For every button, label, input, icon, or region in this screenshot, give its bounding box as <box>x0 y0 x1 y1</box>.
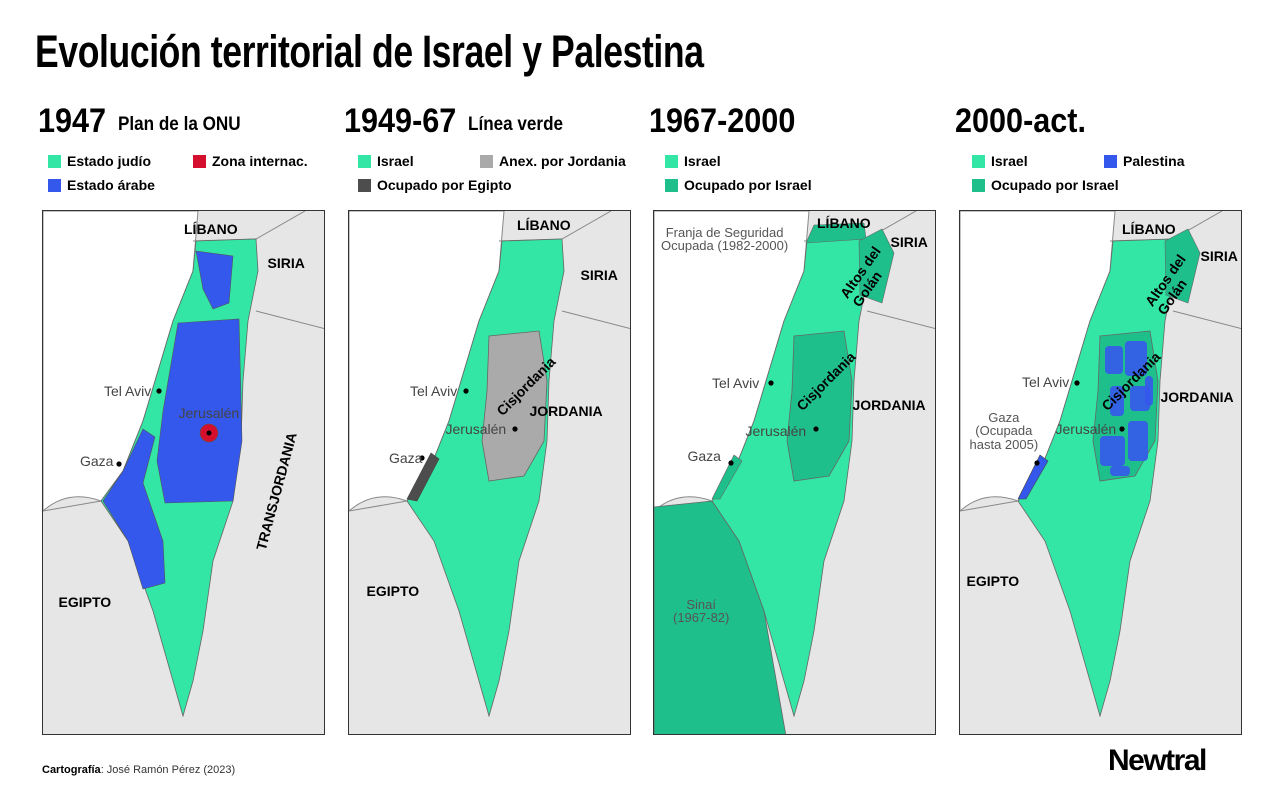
map-label: Sinaí (1967-82) <box>673 596 730 626</box>
legend-item: Palestina <box>1104 153 1184 169</box>
map-label: SIRIA <box>1200 247 1238 264</box>
map-label: SIRIA <box>580 266 618 283</box>
map-label: Jerusalén <box>745 422 807 439</box>
legend-item: Ocupado por Israel <box>972 177 1119 193</box>
map-label: Tel Aviv <box>712 374 760 391</box>
legend-item: Ocupado por Israel <box>665 177 812 193</box>
map: LÍBANO SIRIA Tel Aviv Jerusalén Gaza TRANSJOR… <box>42 210 325 735</box>
legend-swatch <box>48 154 61 168</box>
legend-label: Palestina <box>1123 153 1185 169</box>
map-label: EGIPTO <box>366 582 420 599</box>
map-label: Gaza (Ocupada hasta 2005) <box>969 409 1039 452</box>
map: LÍBANO SIRIA Altos del Golán Tel Aviv Gaza (… <box>959 210 1242 735</box>
legend-label: Israel <box>377 153 414 169</box>
panel-subtitle: Plan de la ONU <box>118 114 241 135</box>
map-label: LÍBANO <box>817 214 871 231</box>
legend-swatch <box>358 178 371 192</box>
legend-swatch <box>972 178 985 192</box>
legend-item: Estado árabe <box>48 177 155 193</box>
legend-swatch <box>193 154 206 168</box>
map-label: JORDANIA <box>1160 388 1234 405</box>
map-label: LÍBANO <box>517 216 571 233</box>
legend-item: Ocupado por Egipto <box>358 177 512 193</box>
legend-swatch <box>665 154 678 168</box>
legend-label: Israel <box>991 153 1028 169</box>
map-label: SIRIA <box>890 233 928 250</box>
map-label: JORDANIA <box>529 402 603 419</box>
map: LÍBANO SIRIA Tel Aviv Cisjordania JORDANIA Je… <box>348 210 631 735</box>
legend-swatch <box>1104 154 1117 168</box>
map-label: Gaza <box>389 449 423 466</box>
map-label: LÍBANO <box>1122 220 1176 237</box>
map-label: Jerusalén <box>445 420 507 437</box>
legend-label: Estado judío <box>67 153 151 169</box>
legend-item: Israel <box>972 153 1028 169</box>
legend-swatch <box>48 178 61 192</box>
credit: Cartografía: José Ramón Pérez (2023) <box>42 764 235 776</box>
credit-label: Cartografía <box>42 764 101 776</box>
legend-swatch <box>665 178 678 192</box>
map-shapes <box>43 211 324 734</box>
legend-swatch <box>358 154 371 168</box>
map-label: EGIPTO <box>966 572 1020 589</box>
map-label: Tel Aviv <box>410 382 458 399</box>
map-label: JORDANIA <box>852 396 926 413</box>
map-label: Franja de Seguridad Ocupada (1982-2000) <box>661 224 789 254</box>
map-label: SIRIA <box>267 254 305 271</box>
legend-item: Anex. por Jordania <box>480 153 626 169</box>
logo: Newtral <box>1108 744 1207 777</box>
map-label: Jerusalén <box>178 404 240 421</box>
legend-item: Israel <box>358 153 414 169</box>
legend-swatch <box>972 154 985 168</box>
panel-period: 1949-67 <box>344 102 457 140</box>
map-label: LÍBANO <box>184 220 238 237</box>
map-shapes <box>654 211 935 734</box>
panel-subtitle: Línea verde <box>468 114 564 135</box>
legend-label: Ocupado por Israel <box>684 177 812 193</box>
panel-period: 1947 <box>38 102 107 140</box>
legend-item: Estado judío <box>48 153 151 169</box>
map: Franja de Seguridad Ocupada (1982-2000) L… <box>653 210 936 735</box>
legend-item: Zona internac. <box>193 153 308 169</box>
legend-label: Estado árabe <box>67 177 155 193</box>
legend-item: Israel <box>665 153 721 169</box>
panel-period: 2000-act. <box>955 102 1086 140</box>
map-label: Gaza <box>80 452 114 469</box>
legend-label: Ocupado por Egipto <box>377 177 512 193</box>
legend-label: Anex. por Jordania <box>499 153 626 169</box>
map-label: Tel Aviv <box>1022 373 1070 390</box>
map-label: Jerusalén <box>1055 420 1117 437</box>
panel-period: 1967-2000 <box>649 102 796 140</box>
legend-swatch <box>480 154 493 168</box>
legend-label: Ocupado por Israel <box>991 177 1119 193</box>
map-shapes <box>349 211 630 734</box>
map-label: EGIPTO <box>58 593 112 610</box>
legend-label: Zona internac. <box>212 153 308 169</box>
credit-text: : José Ramón Pérez (2023) <box>100 764 236 776</box>
legend-label: Israel <box>684 153 721 169</box>
map-label: Tel Aviv <box>104 382 152 399</box>
page-title: Evolución territorial de Israel y Palest… <box>35 26 704 77</box>
map-shapes <box>960 211 1241 734</box>
map-label: Gaza <box>687 447 721 464</box>
